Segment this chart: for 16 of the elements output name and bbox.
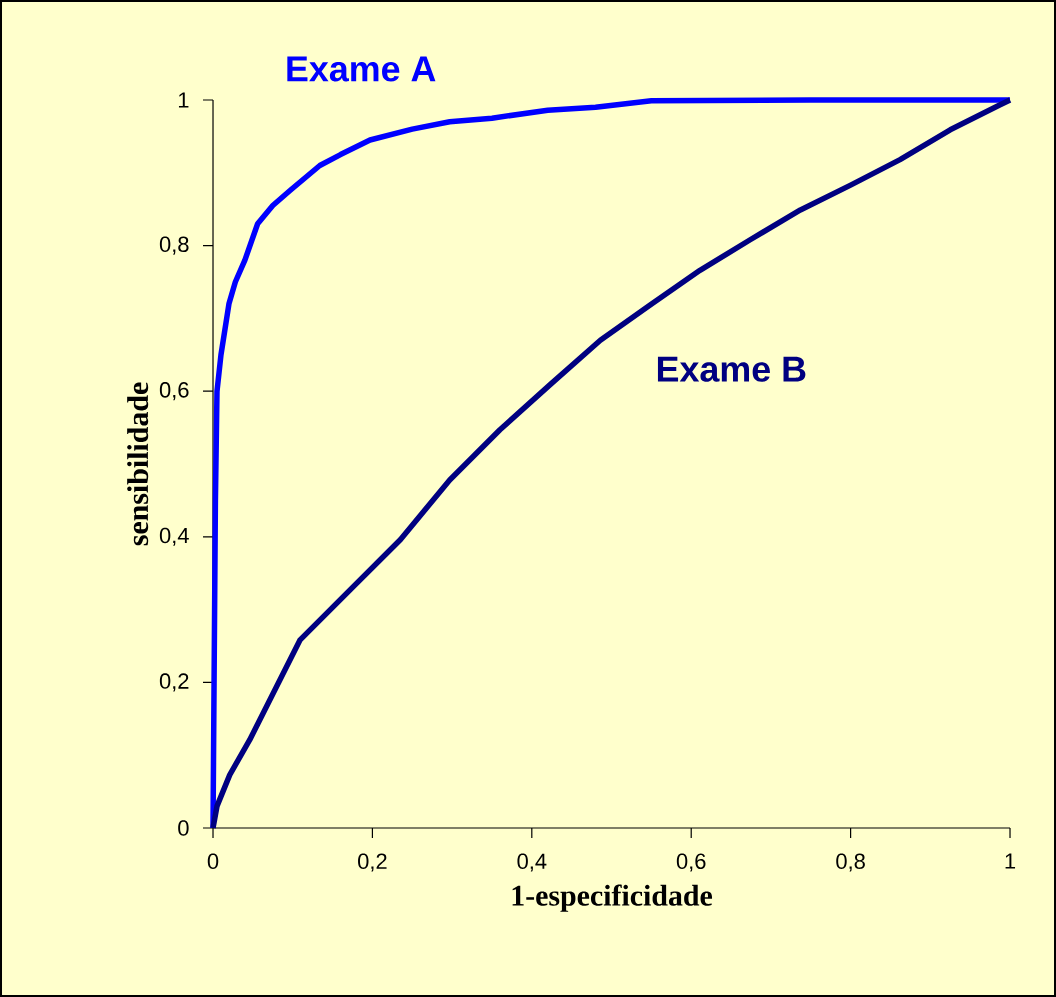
y-tick-label: 0,4 bbox=[159, 527, 189, 546]
y-tick-label: 0,8 bbox=[159, 236, 189, 255]
series-label: Exame A bbox=[287, 56, 436, 82]
y-tick-label: 0,2 bbox=[159, 673, 189, 692]
x-tick-label: 0 bbox=[207, 853, 219, 870]
y-tick-label: 1 bbox=[178, 92, 189, 108]
x-tick-label: 0,8 bbox=[836, 853, 865, 872]
x-axis-title: 1-especificidade bbox=[512, 884, 713, 912]
y-tick-label: 0 bbox=[178, 820, 189, 836]
x-tick-label: 0,4 bbox=[517, 853, 547, 872]
x-tick-label: 0,2 bbox=[358, 853, 387, 872]
x-tick-label: 1 bbox=[1005, 853, 1016, 869]
y-tick-label: 0,6 bbox=[159, 382, 189, 401]
series-label: Exame B bbox=[657, 356, 806, 382]
y-axis-title: sensibilidade bbox=[127, 382, 149, 546]
x-tick-label: 0,6 bbox=[676, 853, 706, 872]
